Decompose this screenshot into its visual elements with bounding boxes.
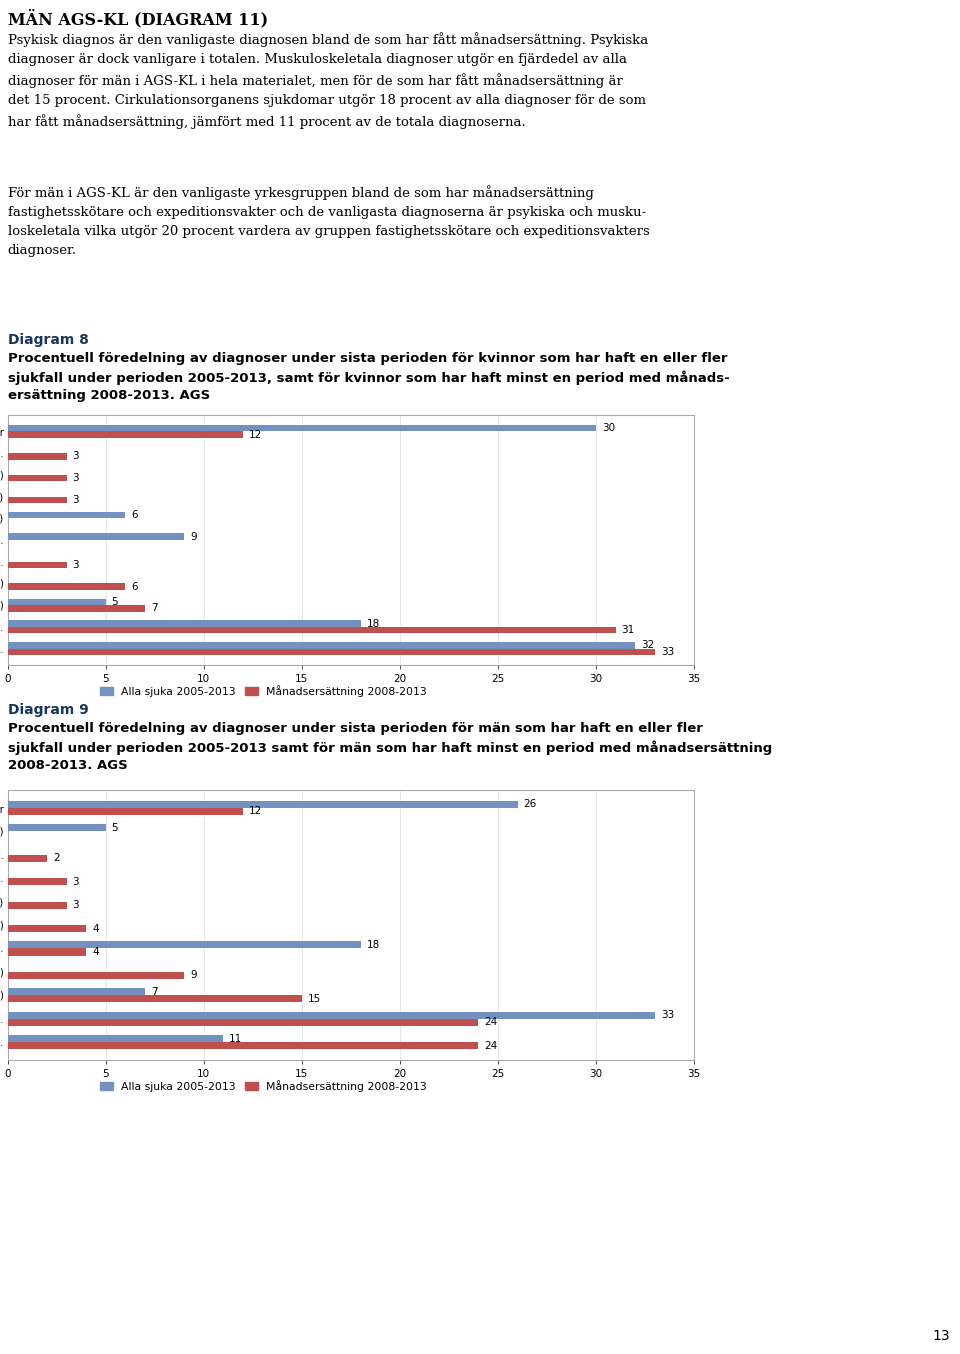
Bar — [8, 432, 243, 437]
Text: 5: 5 — [111, 823, 118, 833]
Bar — [8, 512, 126, 519]
Bar — [8, 800, 517, 807]
Text: Procentuell föredelning av diagnoser under sista perioden för kvinnor som har ha: Procentuell föredelning av diagnoser und… — [8, 352, 730, 402]
Bar — [8, 605, 145, 612]
Bar — [8, 877, 66, 886]
Bar — [8, 825, 106, 831]
Bar — [8, 642, 636, 649]
Text: 18: 18 — [367, 619, 380, 628]
Bar — [8, 584, 126, 590]
Text: 9: 9 — [190, 971, 197, 980]
Text: 3: 3 — [72, 494, 79, 505]
Bar — [8, 497, 66, 504]
Text: 4: 4 — [92, 946, 99, 957]
Text: 33: 33 — [660, 647, 674, 657]
Text: 12: 12 — [249, 806, 262, 816]
Bar — [8, 854, 47, 861]
Text: 12: 12 — [249, 429, 262, 440]
Text: 11: 11 — [229, 1034, 243, 1044]
Bar — [8, 1036, 224, 1043]
Text: 4: 4 — [92, 923, 99, 933]
Bar — [8, 807, 243, 815]
Text: MÄN AGS-KL (DIAGRAM 11): MÄN AGS-KL (DIAGRAM 11) — [8, 9, 268, 28]
Text: 9: 9 — [190, 532, 197, 542]
Bar — [8, 533, 184, 540]
Bar — [8, 598, 106, 605]
Bar — [8, 902, 66, 909]
Text: 18: 18 — [367, 940, 380, 951]
Text: 2: 2 — [53, 853, 60, 862]
Text: 6: 6 — [132, 582, 138, 592]
Bar — [8, 649, 655, 655]
Text: 26: 26 — [523, 799, 537, 810]
Legend: Alla sjuka 2005-2013, Månadsersättning 2008-2013: Alla sjuka 2005-2013, Månadsersättning 2… — [95, 680, 431, 701]
Bar — [8, 941, 361, 949]
Text: Diagram 8: Diagram 8 — [8, 333, 88, 347]
Text: 24: 24 — [484, 1017, 497, 1028]
Bar — [8, 972, 184, 979]
Bar — [8, 414, 694, 665]
Bar — [8, 925, 86, 932]
Bar — [8, 475, 66, 481]
Text: 5: 5 — [111, 597, 118, 607]
Legend: Alla sjuka 2005-2013, Månadsersättning 2008-2013: Alla sjuka 2005-2013, Månadsersättning 2… — [95, 1076, 431, 1097]
Text: 7: 7 — [151, 604, 157, 613]
Text: För män i AGS-KL är den vanligaste yrkesgruppen bland de som har månadsersättnin: För män i AGS-KL är den vanligaste yrkes… — [8, 185, 649, 257]
Text: Diagram 9: Diagram 9 — [8, 703, 88, 718]
Bar — [8, 620, 361, 627]
Bar — [8, 562, 66, 569]
Bar — [8, 949, 86, 956]
Bar — [8, 988, 145, 995]
Text: 3: 3 — [72, 473, 79, 483]
Text: 15: 15 — [308, 994, 321, 1003]
Bar — [8, 789, 694, 1060]
Bar — [8, 1020, 478, 1026]
Text: 30: 30 — [602, 422, 615, 433]
Text: 6: 6 — [132, 510, 138, 520]
Text: 32: 32 — [641, 640, 655, 650]
Bar — [8, 425, 596, 432]
Bar — [8, 995, 301, 1002]
Bar — [8, 627, 615, 634]
Text: Psykisk diagnos är den vanligaste diagnosen bland de som har fått månadsersättni: Psykisk diagnos är den vanligaste diagno… — [8, 32, 648, 129]
Text: 31: 31 — [621, 626, 635, 635]
Text: 7: 7 — [151, 987, 157, 997]
Text: 24: 24 — [484, 1041, 497, 1051]
Text: 13: 13 — [933, 1330, 950, 1343]
Bar — [8, 1011, 655, 1020]
Bar — [8, 1043, 478, 1049]
Text: 3: 3 — [72, 876, 79, 887]
Text: 3: 3 — [72, 900, 79, 910]
Text: 3: 3 — [72, 561, 79, 570]
Text: Procentuell föredelning av diagnoser under sista perioden för män som har haft e: Procentuell föredelning av diagnoser und… — [8, 722, 772, 772]
Bar — [8, 454, 66, 459]
Text: 3: 3 — [72, 451, 79, 462]
Text: 33: 33 — [660, 1010, 674, 1021]
